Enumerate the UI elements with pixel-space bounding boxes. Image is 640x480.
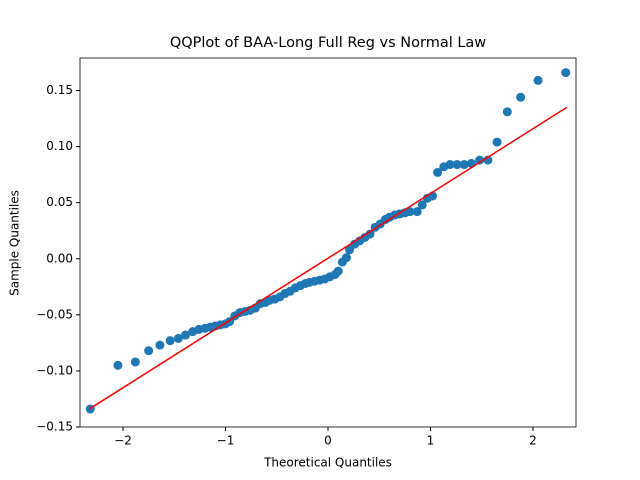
point [417,200,427,210]
point [516,92,526,102]
point [433,167,443,177]
point [155,340,165,350]
point [475,155,485,165]
point [333,266,343,276]
x-tick-label: −2 [114,434,132,448]
point [181,330,191,340]
plot-frame [79,57,577,428]
x-axis-label: Theoretical Quantiles [263,456,392,470]
reference-line [88,106,568,410]
y-tick-label: −0.05 [36,307,73,321]
point [445,160,455,170]
point [502,107,512,117]
point [452,160,462,170]
x-tick-label: 2 [529,434,537,448]
point [561,68,571,78]
y-tick-label: 0.05 [46,195,73,209]
x-tick-label: 1 [427,434,435,448]
y-tick-label: 0.15 [46,83,73,97]
y-tick-label: 0.10 [46,139,73,153]
point [173,333,183,343]
y-tick-label: −0.10 [36,363,73,377]
point [144,346,154,356]
point [365,229,375,239]
x-tick-label: −1 [217,434,235,448]
point [459,160,469,170]
x-tick-label: 0 [324,434,332,448]
point [412,207,422,217]
point [165,336,175,346]
point [130,357,140,367]
point [466,158,476,168]
point [533,75,543,85]
y-axis-label: Sample Quantiles [8,190,22,296]
point [492,137,502,147]
chart-title: QQPlot of BAA-Long Full Reg vs Normal La… [170,35,486,51]
point [405,207,415,217]
point [113,360,123,370]
y-tick-label: 0.00 [46,251,73,265]
y-tick-label: −0.15 [36,420,73,434]
point [341,253,351,263]
